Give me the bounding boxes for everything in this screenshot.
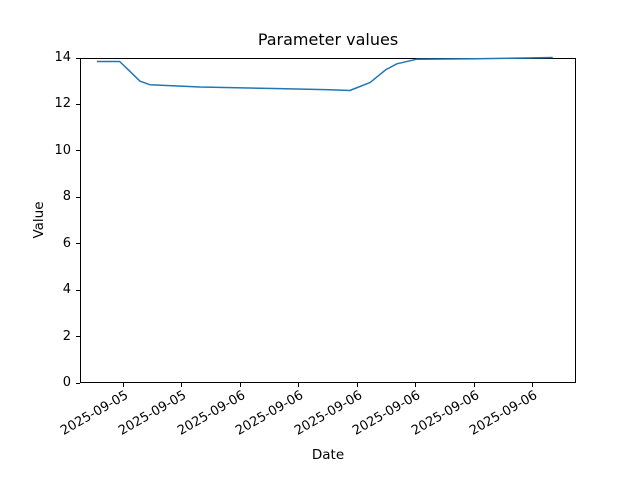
y-tick-mark <box>76 336 80 338</box>
axes-frame <box>80 58 576 383</box>
x-axis-label: Date <box>311 447 345 463</box>
y-tick-label: 12 <box>54 96 71 112</box>
chart-title: Parameter values <box>257 30 399 49</box>
y-tick-label: 4 <box>62 282 71 298</box>
y-tick-mark <box>76 243 80 245</box>
y-tick-label: 6 <box>62 235 71 251</box>
x-tick-mark <box>532 383 534 387</box>
y-tick-label: 2 <box>62 328 71 344</box>
y-tick-mark <box>76 57 80 59</box>
x-tick-mark <box>415 383 417 387</box>
y-tick-mark <box>76 103 80 105</box>
x-tick-mark <box>181 383 183 387</box>
line-plot <box>80 56 576 383</box>
y-tick-label: 8 <box>62 189 71 205</box>
y-tick-label: 10 <box>54 142 71 158</box>
y-tick-mark <box>76 150 80 152</box>
x-tick-mark <box>122 383 124 387</box>
y-tick-mark <box>76 196 80 198</box>
y-axis-label: Value <box>31 201 47 239</box>
x-tick-mark <box>298 383 300 387</box>
plot-area <box>80 56 576 383</box>
x-tick-mark <box>473 383 475 387</box>
x-tick-mark <box>356 383 358 387</box>
y-tick-label: 14 <box>54 50 71 65</box>
y-tick-mark <box>76 382 80 384</box>
x-tick-mark <box>239 383 241 387</box>
y-tick-mark <box>76 289 80 291</box>
series-line <box>96 56 553 92</box>
y-tick-label: 0 <box>62 375 71 390</box>
